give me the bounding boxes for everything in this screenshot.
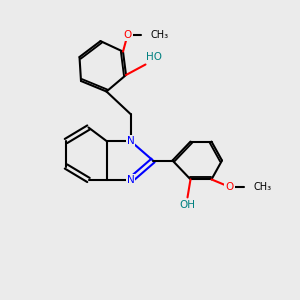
Text: CH₃: CH₃ bbox=[254, 182, 272, 192]
Text: N: N bbox=[127, 136, 134, 146]
Text: O: O bbox=[123, 30, 132, 40]
Text: OH: OH bbox=[179, 200, 196, 210]
Text: CH₃: CH₃ bbox=[151, 30, 169, 40]
Text: O: O bbox=[225, 182, 234, 192]
Text: HO: HO bbox=[146, 52, 161, 62]
Text: N: N bbox=[127, 175, 134, 185]
